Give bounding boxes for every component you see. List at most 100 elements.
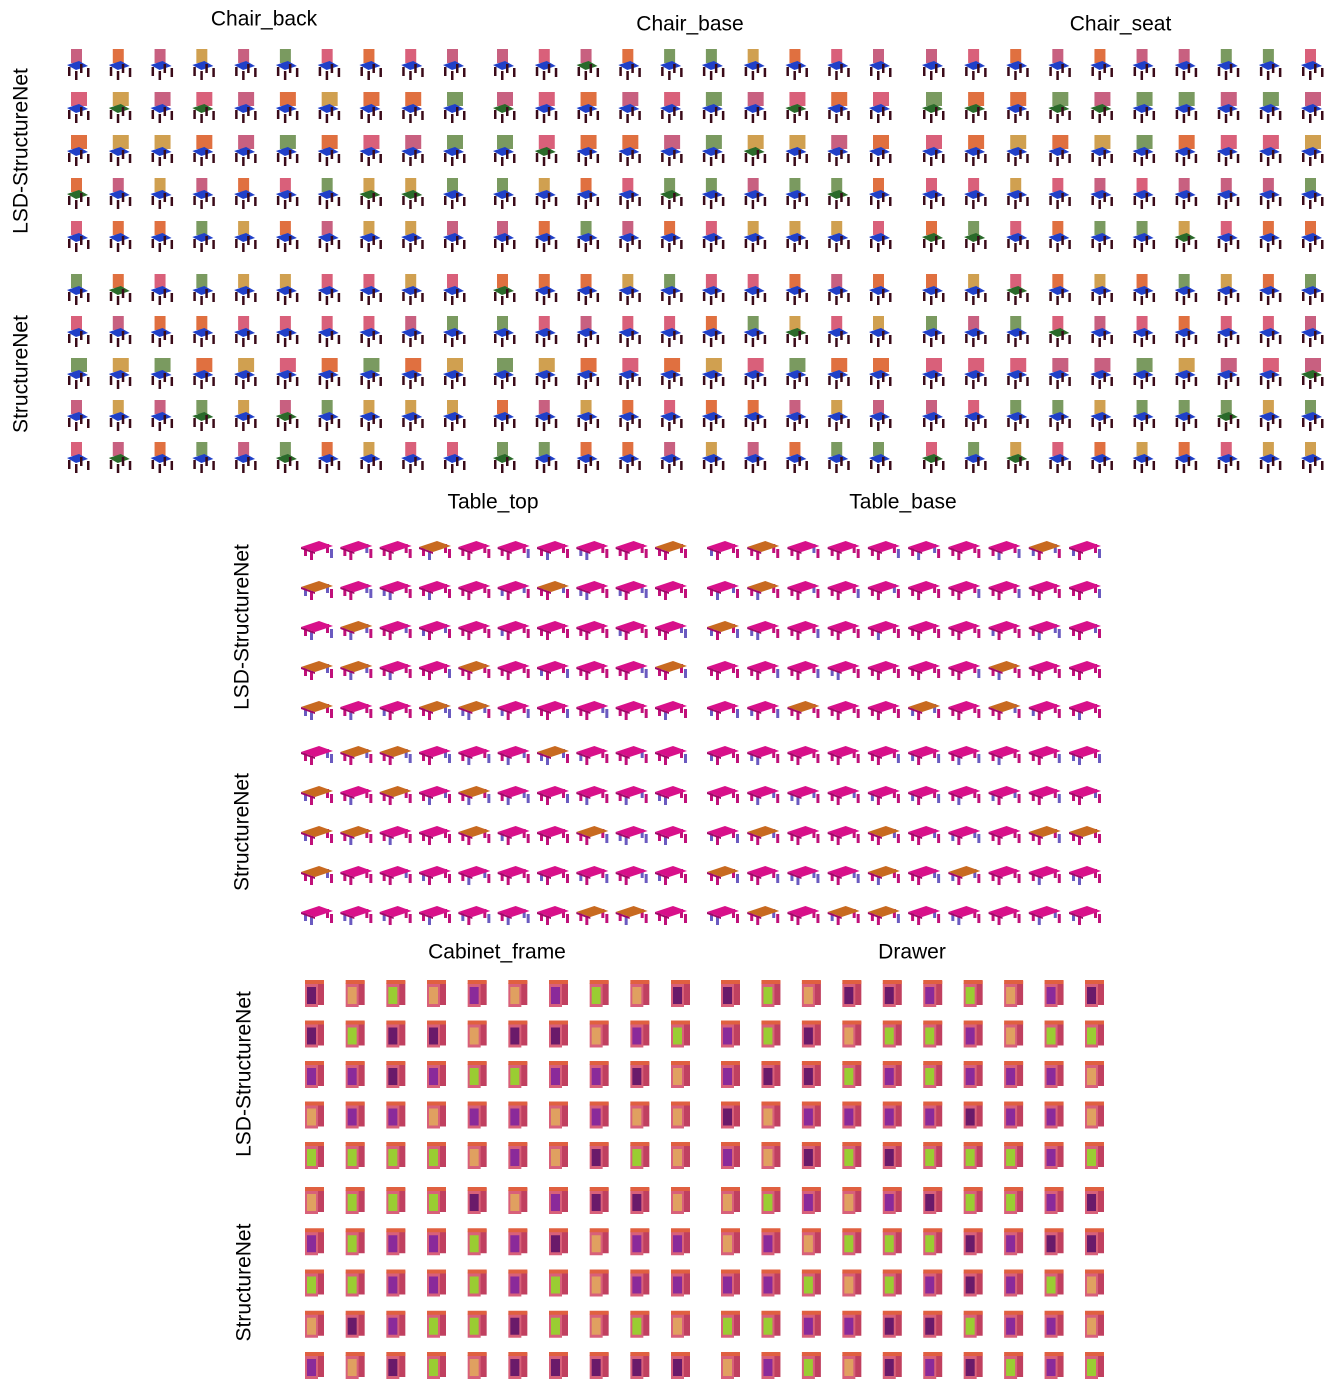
chair-leg bbox=[752, 380, 755, 389]
cabinet-top bbox=[923, 1102, 942, 1106]
chair-leg bbox=[193, 196, 196, 205]
chair-back bbox=[196, 49, 207, 63]
chair-back bbox=[664, 358, 680, 372]
cabinet-face bbox=[673, 1359, 682, 1376]
cabinet-face bbox=[348, 1109, 357, 1126]
cabinet-face bbox=[632, 1318, 641, 1335]
chair-leg bbox=[87, 68, 90, 77]
chair-back bbox=[280, 442, 291, 456]
thumbnail bbox=[590, 1061, 609, 1088]
cabinet-top bbox=[630, 1142, 649, 1146]
chair-back bbox=[789, 358, 805, 372]
chair-leg bbox=[626, 422, 629, 431]
cabinet-face bbox=[1087, 1149, 1096, 1166]
chair-leg bbox=[68, 376, 71, 385]
chair-leg bbox=[506, 331, 509, 340]
table-leg bbox=[897, 754, 900, 763]
thumbnail bbox=[868, 661, 900, 680]
chair-leg bbox=[923, 153, 926, 162]
table-leg bbox=[977, 914, 980, 923]
chair-back bbox=[322, 178, 333, 192]
chair-leg bbox=[1267, 296, 1270, 305]
table-leg bbox=[897, 834, 900, 843]
cabinet-top bbox=[630, 1352, 649, 1356]
chair-leg bbox=[1195, 111, 1198, 120]
thumbnail bbox=[1006, 274, 1028, 305]
chair-leg bbox=[513, 240, 516, 249]
thumbnail bbox=[590, 1228, 609, 1255]
chair-leg bbox=[703, 239, 706, 248]
thumbnail bbox=[508, 1021, 527, 1048]
table-leg bbox=[1058, 794, 1061, 803]
thumbnail bbox=[922, 221, 945, 252]
thumbnail bbox=[549, 1187, 568, 1214]
chair-leg bbox=[972, 243, 975, 252]
thumbnail bbox=[922, 400, 945, 431]
chair-leg bbox=[715, 415, 718, 424]
thumbnail bbox=[1085, 1021, 1104, 1048]
chair-leg bbox=[590, 457, 593, 466]
thumbnail bbox=[1069, 541, 1101, 560]
chair-back bbox=[447, 178, 458, 192]
chair-leg bbox=[331, 289, 334, 298]
chair-leg bbox=[930, 114, 933, 123]
chair-leg bbox=[835, 243, 838, 252]
thumbnail bbox=[948, 541, 980, 560]
thumbnail bbox=[707, 866, 739, 885]
cabinet-top bbox=[508, 1142, 527, 1146]
thumbnail bbox=[458, 906, 490, 925]
cabinet-face bbox=[510, 987, 519, 1004]
chair-leg bbox=[506, 107, 509, 116]
cabinet-top bbox=[305, 1270, 324, 1274]
thumbnail bbox=[922, 92, 945, 123]
chair-leg bbox=[338, 111, 341, 120]
thumbnail bbox=[1006, 442, 1028, 473]
thumbnail bbox=[468, 1021, 487, 1048]
thumbnail bbox=[842, 1270, 861, 1297]
chair-leg bbox=[456, 457, 459, 466]
table-leg bbox=[1058, 754, 1061, 763]
chair-leg bbox=[159, 243, 162, 252]
chair-leg bbox=[1321, 154, 1324, 163]
chair-leg bbox=[1153, 240, 1156, 249]
chair-back bbox=[405, 49, 416, 63]
chair-leg bbox=[444, 460, 447, 469]
chair-back bbox=[1010, 178, 1021, 192]
chair-leg bbox=[757, 331, 760, 340]
thumbnail bbox=[1029, 541, 1061, 560]
cabinet-top bbox=[630, 1228, 649, 1232]
chair-leg bbox=[1068, 68, 1071, 77]
cabinet-face bbox=[804, 1194, 813, 1211]
thumbnail bbox=[67, 135, 90, 166]
cabinet-top bbox=[761, 1142, 780, 1146]
chair-leg bbox=[877, 243, 880, 252]
chair-leg bbox=[1218, 153, 1221, 162]
chair-leg bbox=[1225, 200, 1228, 209]
table-leg bbox=[448, 549, 451, 558]
thumbnail bbox=[590, 1270, 609, 1297]
chair-leg bbox=[75, 157, 78, 166]
thumbnail bbox=[1069, 786, 1101, 805]
chair-leg bbox=[680, 68, 683, 77]
thumbnail bbox=[630, 1142, 649, 1169]
cabinet-top bbox=[761, 1102, 780, 1106]
chair-leg bbox=[680, 154, 683, 163]
thumbnail bbox=[787, 581, 819, 600]
chair-leg bbox=[75, 114, 78, 123]
chair-leg bbox=[296, 293, 299, 302]
thumbnail bbox=[401, 49, 424, 80]
chair-leg bbox=[1026, 335, 1029, 344]
cabinet-top bbox=[802, 1021, 821, 1025]
chair-leg bbox=[638, 240, 641, 249]
chair-leg bbox=[828, 292, 831, 301]
chair-leg bbox=[1272, 457, 1275, 466]
chair-leg bbox=[757, 150, 760, 159]
thumbnail bbox=[301, 661, 333, 680]
thumbnail bbox=[1133, 316, 1156, 347]
chair-leg bbox=[935, 193, 938, 202]
chair-back bbox=[1305, 135, 1321, 149]
thumbnail bbox=[869, 358, 892, 389]
cabinet-top bbox=[761, 1021, 780, 1025]
thumbnail bbox=[1133, 178, 1156, 209]
chair-leg bbox=[715, 64, 718, 73]
